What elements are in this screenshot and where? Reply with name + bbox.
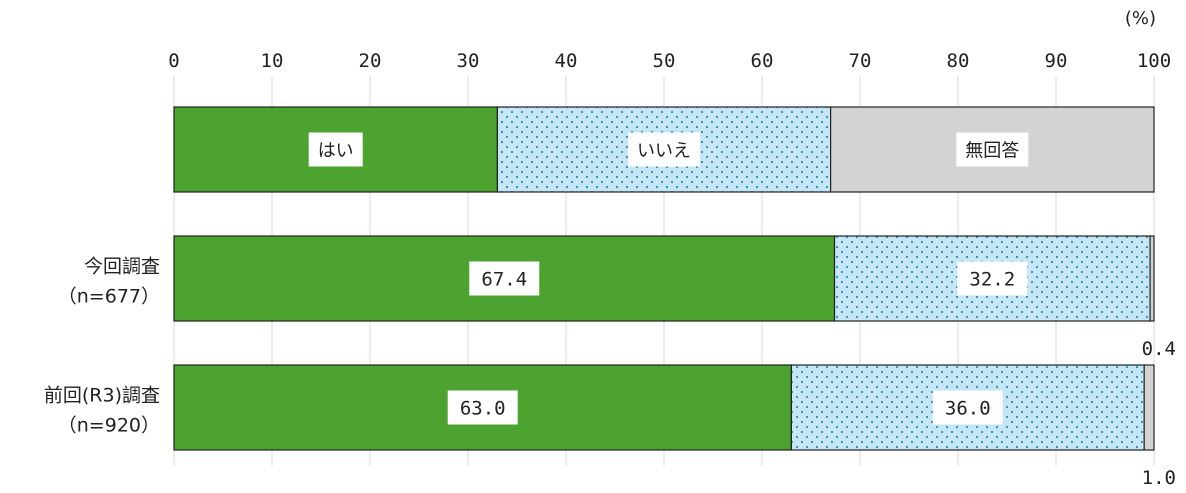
x-tick-label-0: 0 (168, 50, 179, 72)
x-axis: 0 10 20 30 40 50 60 70 80 90 100 (168, 50, 1171, 72)
legend-bar: はい いいえ 無回答 (173, 106, 1155, 193)
x-tick-label-20: 20 (359, 50, 382, 72)
legend-label-3: 無回答 (965, 141, 1019, 162)
category-label-1: 今回調査 (84, 256, 160, 278)
x-tick-label-90: 90 (1045, 50, 1068, 72)
data-label-1-3: 0.4 (1142, 338, 1176, 360)
category-label-2: 前回(R3)調査 (44, 385, 160, 407)
legend-label-1-box (308, 132, 363, 167)
data-label-2-1-box (447, 390, 518, 425)
x-tick-label-60: 60 (751, 50, 774, 72)
bars: 67.4 32.2 0.4 今回調査 （n=677） 63.0 36.0 1.0 前回(R3)調… (44, 235, 1176, 489)
x-tick-label-40: 40 (555, 50, 578, 72)
legend-label-3-box (956, 132, 1029, 167)
x-tick-label-100: 100 (1137, 50, 1171, 72)
data-label-2-2: 36.0 (945, 398, 991, 420)
data-label-1-2-box (957, 261, 1028, 296)
data-label-2-1: 63.0 (460, 398, 506, 420)
bar-1-3 (1149, 235, 1155, 322)
x-tick-label-10: 10 (261, 50, 284, 72)
category-sublabel-1: （n=677） (58, 286, 160, 308)
x-tick-label-70: 70 (849, 50, 872, 72)
x-tick-label-50: 50 (653, 50, 676, 72)
data-label-2-2-box (932, 390, 1003, 425)
x-tick-label-30: 30 (457, 50, 480, 72)
x-tick-label-80: 80 (947, 50, 970, 72)
data-label-1-1: 67.4 (481, 269, 527, 291)
legend-label-2: いいえ (637, 141, 691, 162)
data-label-1-2: 32.2 (969, 269, 1015, 291)
legend-label-2-box (628, 132, 700, 167)
data-label-1-1-box (469, 261, 540, 296)
bar-2-3 (1143, 364, 1155, 451)
unit-label: (%) (1125, 8, 1156, 29)
legend-label-1: はい (318, 141, 354, 162)
category-sublabel-2: （n=920） (58, 415, 160, 437)
data-label-2-3: 1.0 (1142, 467, 1176, 489)
